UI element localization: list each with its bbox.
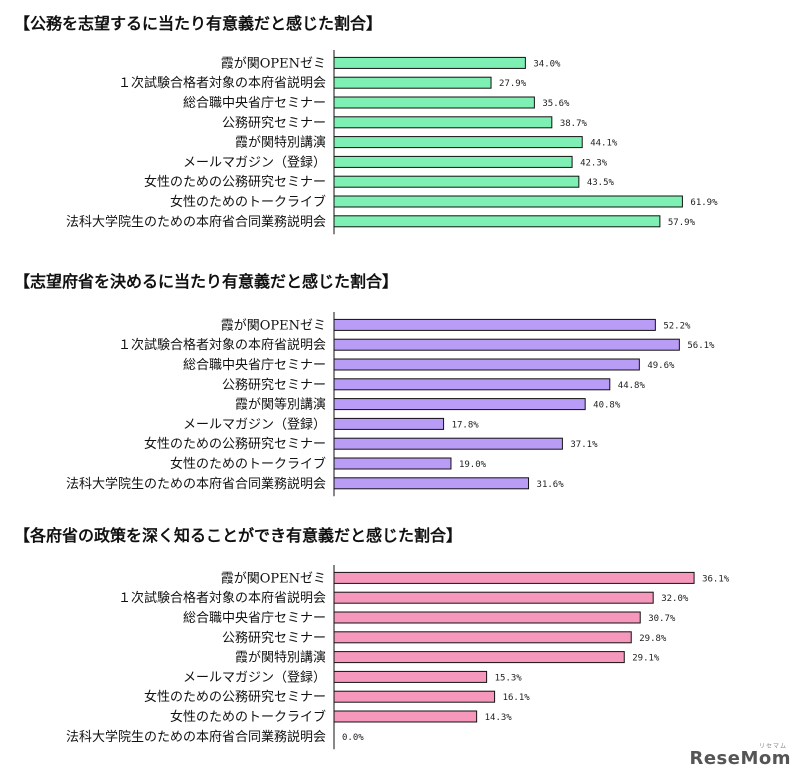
bar bbox=[333, 571, 695, 584]
value-label: 44.1% bbox=[590, 139, 618, 149]
bar-chart-2: 霞が関OPENゼミ 52.2% １次試験合格者対象の本府省説明会 56.1% 総合職中央… bbox=[66, 312, 715, 497]
bar-chart-1: 霞が関OPENゼミ 34.0% １次試験合格者対象の本府省説明会 27.9% 総合職中央… bbox=[66, 50, 718, 235]
category-label: １次試験合格者対象の本府省説明会 bbox=[118, 75, 326, 91]
bar bbox=[333, 611, 641, 624]
bar bbox=[333, 457, 452, 470]
value-label: 34.0% bbox=[533, 59, 561, 69]
bar bbox=[333, 155, 573, 168]
category-label: 女性のためのトークライブ bbox=[170, 709, 326, 725]
category-label: 公務研究セミナー bbox=[222, 116, 326, 131]
category-label: 霞が関等別講演 bbox=[235, 397, 326, 413]
value-label: 40.8% bbox=[593, 401, 621, 411]
category-label: 総合職中央省庁セミナー bbox=[183, 96, 326, 111]
chart-title-2: 【志望府省を決めるに当たり有意義だと感じた割合】 bbox=[14, 272, 399, 291]
value-label: 38.7% bbox=[560, 119, 588, 129]
category-label: 女性のためのトークライブ bbox=[170, 194, 326, 210]
category-label: 女性のための公務研究セミナー bbox=[144, 436, 326, 452]
value-label: 44.8% bbox=[618, 381, 646, 391]
value-label: 27.9% bbox=[499, 79, 527, 89]
bar bbox=[333, 338, 680, 351]
bar bbox=[333, 437, 563, 450]
logo-text: ReseMom bbox=[689, 748, 791, 769]
bar bbox=[333, 378, 611, 391]
value-label: 29.1% bbox=[632, 654, 660, 664]
category-label: 公務研究セミナー bbox=[222, 631, 326, 646]
value-label: 16.1% bbox=[503, 693, 531, 703]
category-label: １次試験合格者対象の本府省説明会 bbox=[118, 590, 326, 606]
bar bbox=[333, 96, 535, 109]
category-label: 霞が関OPENゼミ bbox=[221, 571, 326, 586]
value-label: 43.5% bbox=[587, 178, 615, 188]
bar bbox=[333, 591, 654, 604]
bar bbox=[333, 631, 632, 644]
value-label: 52.2% bbox=[663, 321, 691, 331]
bar bbox=[333, 215, 661, 228]
category-label: メールマガジン（登録） bbox=[183, 670, 326, 685]
bar bbox=[333, 670, 488, 683]
value-label: 35.6% bbox=[542, 99, 570, 109]
bar bbox=[333, 136, 583, 149]
value-label: 49.6% bbox=[647, 361, 675, 371]
category-label: 霞が関OPENゼミ bbox=[221, 318, 326, 333]
value-label: 56.1% bbox=[687, 341, 715, 351]
value-label: 14.3% bbox=[485, 713, 513, 723]
value-label: 0.0% bbox=[342, 733, 364, 743]
category-label: 法科大学院生のための本府省合同業務説明会 bbox=[66, 729, 326, 745]
category-label: １次試験合格者対象の本府省説明会 bbox=[118, 337, 326, 353]
category-label: 法科大学院生のための本府省合同業務説明会 bbox=[66, 476, 326, 492]
bar bbox=[333, 76, 492, 89]
chart-title-1: 【公務を志望するに当たり有意義だと感じた割合】 bbox=[14, 14, 383, 33]
value-label: 32.0% bbox=[661, 594, 689, 604]
value-label: 61.9% bbox=[690, 198, 718, 208]
value-label: 31.6% bbox=[537, 480, 565, 490]
bar bbox=[333, 398, 586, 411]
bar bbox=[333, 56, 526, 69]
value-label: 17.8% bbox=[452, 420, 480, 430]
value-label: 19.0% bbox=[459, 460, 487, 470]
category-label: 女性のための公務研究セミナー bbox=[144, 174, 326, 190]
bar bbox=[333, 358, 640, 371]
category-label: メールマガジン（登録） bbox=[183, 417, 326, 432]
category-label: 総合職中央省庁セミナー bbox=[183, 611, 326, 626]
category-label: メールマガジン（登録） bbox=[183, 155, 326, 170]
bar bbox=[333, 195, 683, 208]
bar bbox=[333, 417, 445, 430]
category-label: 霞が関OPENゼミ bbox=[221, 56, 326, 71]
value-label: 15.3% bbox=[495, 673, 523, 683]
bar bbox=[333, 175, 580, 188]
bar bbox=[333, 318, 656, 331]
chart-title-3: 【各府省の政策を深く知ることができ有意義だと感じた割合】 bbox=[14, 526, 463, 545]
category-label: 女性のためのトークライブ bbox=[170, 456, 326, 472]
bar bbox=[333, 477, 530, 490]
value-label: 29.8% bbox=[639, 634, 667, 644]
value-label: 42.3% bbox=[580, 158, 608, 168]
value-label: 57.9% bbox=[668, 218, 696, 228]
category-label: 総合職中央省庁セミナー bbox=[183, 358, 326, 373]
resemom-logo: リセマム ReseMom bbox=[689, 743, 791, 769]
category-label: 霞が関特別講演 bbox=[235, 135, 326, 151]
category-label: 公務研究セミナー bbox=[222, 378, 326, 393]
category-label: 女性のための公務研究セミナー bbox=[144, 689, 326, 705]
bar bbox=[333, 116, 553, 129]
category-label: 法科大学院生のための本府省合同業務説明会 bbox=[66, 214, 326, 230]
bar bbox=[333, 651, 625, 664]
value-label: 30.7% bbox=[648, 614, 676, 624]
logo-sub-text: リセマム bbox=[758, 743, 787, 750]
value-label: 36.1% bbox=[702, 574, 730, 584]
bar bbox=[333, 710, 478, 723]
value-label: 37.1% bbox=[570, 440, 598, 450]
category-label: 霞が関特別講演 bbox=[235, 650, 326, 666]
bar bbox=[333, 690, 496, 703]
bar-chart-3: 霞が関OPENゼミ 36.1% １次試験合格者対象の本府省説明会 32.0% 総合職中央… bbox=[66, 565, 730, 750]
